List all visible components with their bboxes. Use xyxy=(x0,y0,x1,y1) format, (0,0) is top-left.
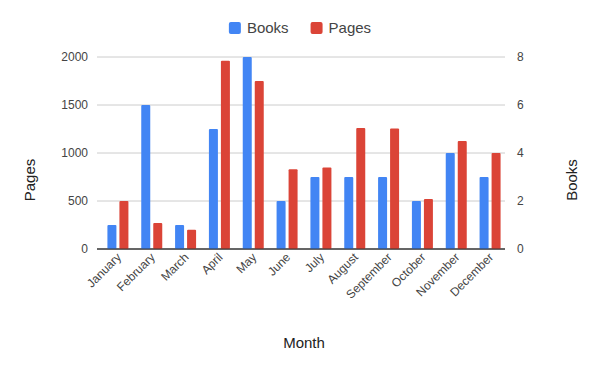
y2-tick-label: 2 xyxy=(517,194,524,208)
bar xyxy=(107,225,116,249)
y-axis-title: Pages xyxy=(21,159,38,202)
grid-line xyxy=(97,201,505,202)
bar xyxy=(243,57,252,249)
y2-tick-label: 0 xyxy=(517,242,524,256)
y-tick-label: 0 xyxy=(81,242,88,256)
bars xyxy=(107,57,500,249)
bar xyxy=(344,177,353,249)
x-tick-label: June xyxy=(265,250,294,279)
grid-line xyxy=(97,153,505,154)
x-tick-label: March xyxy=(158,250,191,283)
bar xyxy=(424,199,433,249)
bar xyxy=(209,129,218,249)
legend-label: Books xyxy=(247,19,289,36)
x-tick-label: December xyxy=(447,250,496,299)
y2-tick-label: 4 xyxy=(517,146,524,160)
grid-line xyxy=(97,105,505,106)
bar xyxy=(322,167,331,249)
bar xyxy=(221,61,230,249)
bar xyxy=(119,201,128,249)
bar xyxy=(141,105,150,249)
y-tick-label: 2000 xyxy=(61,50,88,64)
bar xyxy=(289,169,298,249)
y2-tick-label: 8 xyxy=(517,50,524,64)
chart: 050010001500200002468JanuaryFebruaryMarc… xyxy=(0,0,600,371)
bar xyxy=(492,153,501,249)
bar xyxy=(277,201,286,249)
legend-label: Pages xyxy=(329,19,372,36)
bar xyxy=(458,141,467,249)
bar xyxy=(310,177,319,249)
bar xyxy=(446,153,455,249)
y2-tick-label: 6 xyxy=(517,98,524,112)
grid-line xyxy=(97,249,505,250)
bar xyxy=(255,81,264,249)
bar xyxy=(187,230,196,249)
bar xyxy=(175,225,184,249)
bar xyxy=(480,177,489,249)
grid-line xyxy=(97,57,505,58)
y-tick-label: 1500 xyxy=(61,98,88,112)
bar xyxy=(378,177,387,249)
y-tick-label: 500 xyxy=(68,194,88,208)
x-tick-label: September xyxy=(343,250,394,301)
bar xyxy=(390,129,399,249)
legend: Books Pages xyxy=(229,19,371,36)
legend-swatch xyxy=(229,22,241,34)
x-tick-label: April xyxy=(199,250,226,277)
x-tick-label: February xyxy=(114,250,158,294)
x-axis-title: Month xyxy=(283,334,325,351)
y2-axis-title: Books xyxy=(563,159,580,201)
bar xyxy=(153,223,162,249)
axis-line xyxy=(97,249,505,250)
x-tick-label: May xyxy=(233,250,259,276)
bar xyxy=(356,128,365,249)
y-tick-label: 1000 xyxy=(61,146,88,160)
x-tick-label: July xyxy=(302,250,327,275)
bar xyxy=(412,201,421,249)
legend-swatch xyxy=(311,22,323,34)
